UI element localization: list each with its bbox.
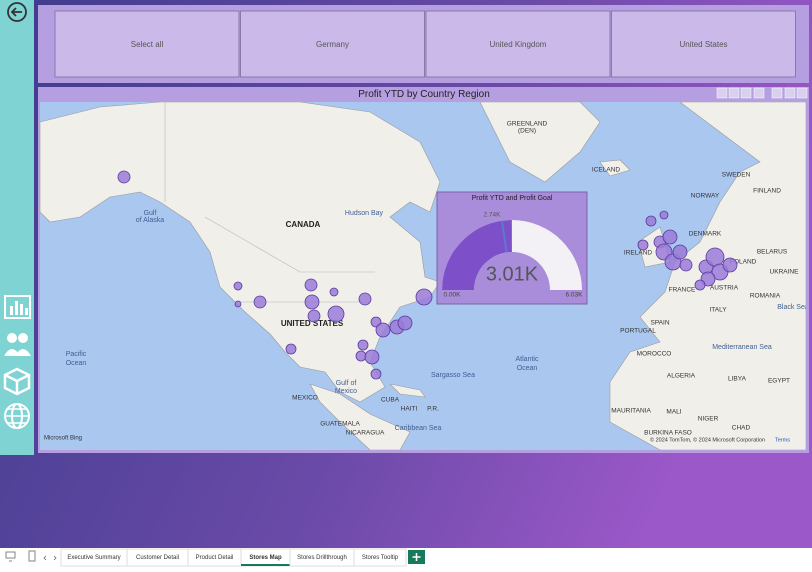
map-label: DENMARK bbox=[689, 231, 722, 238]
map-label: SPAIN bbox=[650, 320, 669, 327]
tab-label[interactable]: Executive Summary bbox=[67, 555, 120, 561]
tab-label[interactable]: Stores Map bbox=[249, 555, 282, 561]
map-label: MEXICO bbox=[292, 395, 318, 402]
map-label: of Alaska bbox=[136, 217, 165, 224]
map-label: Gulf bbox=[144, 210, 157, 217]
slicer-button[interactable] bbox=[425, 10, 611, 78]
map-label: ICELAND bbox=[592, 167, 620, 174]
map-label: EGYPT bbox=[768, 378, 790, 385]
map-label: P.R. bbox=[427, 406, 439, 413]
map-label: Mediterranean Sea bbox=[712, 344, 772, 351]
attribution: © 2024 TomTom, © 2024 Microsoft Corporat… bbox=[650, 436, 765, 443]
map-label: SWEDEN bbox=[722, 172, 751, 179]
map-label: Hudson Bay bbox=[345, 210, 384, 217]
tab[interactable] bbox=[353, 548, 407, 567]
map-label: BURKINA FASO bbox=[644, 430, 692, 437]
map-label: Caribbean Sea bbox=[395, 425, 442, 432]
slicer-label[interactable]: Select all bbox=[131, 40, 164, 49]
bing-logo: Microsoft Bing bbox=[44, 436, 82, 442]
map-label: MOROCCO bbox=[637, 351, 672, 358]
map-label: LIBYA bbox=[728, 376, 747, 383]
back-button[interactable] bbox=[7, 2, 27, 22]
visual-header-icons[interactable] bbox=[716, 87, 808, 99]
map-label: IRELAND bbox=[624, 250, 652, 257]
map-label: CHAD bbox=[732, 425, 751, 432]
add-page-button[interactable] bbox=[408, 550, 425, 564]
map-label: ITALY bbox=[709, 307, 727, 314]
tab-bar-icons[interactable] bbox=[5, 550, 57, 562]
slicer-label[interactable]: United Kingdom bbox=[490, 40, 547, 49]
gauge-value-arc bbox=[442, 220, 512, 290]
map-label: MALI bbox=[666, 409, 681, 416]
visual-title: Profit YTD by Country Region bbox=[358, 89, 490, 100]
map-label: GREENLAND bbox=[507, 121, 548, 128]
terms-link[interactable]: Terms bbox=[775, 437, 790, 443]
map-label: POLAND bbox=[730, 259, 757, 266]
map-label: ROMANIA bbox=[750, 293, 781, 300]
map-label: Atlantic bbox=[516, 356, 539, 363]
gauge-value-label: 3.01K bbox=[486, 263, 539, 285]
map-label: Gulf of bbox=[336, 380, 357, 387]
tab-label[interactable]: Stores Drillthrough bbox=[297, 555, 347, 561]
map-label: NORWAY bbox=[691, 193, 720, 200]
map-label: Mexico bbox=[335, 388, 357, 395]
map-label: CUBA bbox=[381, 397, 400, 404]
slicer-button[interactable] bbox=[611, 10, 796, 78]
tab-label[interactable]: Customer Detail bbox=[136, 555, 179, 561]
slicer-label[interactable]: Germany bbox=[316, 40, 349, 49]
tab-label[interactable]: Product Detail bbox=[196, 555, 234, 561]
map-label: Sargasso Sea bbox=[431, 372, 475, 379]
gauge-target bbox=[501, 220, 508, 253]
slicer-button[interactable] bbox=[54, 10, 240, 78]
gauge-title: Profit YTD and Profit Goal bbox=[472, 195, 553, 202]
map-label: FRANCE bbox=[669, 287, 696, 294]
map-label: Ocean bbox=[66, 360, 87, 367]
slicer-label[interactable]: United States bbox=[679, 40, 727, 49]
map-label: UKRAINE bbox=[770, 269, 800, 276]
map: GREENLAND(DEN) ICELAND SWEDEN FINLAND NORWAY… bbox=[40, 102, 809, 450]
map-label: BELARUS bbox=[757, 249, 788, 256]
map-label: Black Sea bbox=[777, 304, 809, 311]
map-label: AUSTRIA bbox=[710, 285, 739, 292]
nav-icons[interactable] bbox=[3, 295, 31, 429]
map-label: MAURITANIA bbox=[611, 408, 651, 415]
map-label: Ocean bbox=[517, 365, 538, 372]
map-label: ALGERIA bbox=[667, 373, 696, 380]
map-label: FINLAND bbox=[753, 188, 781, 195]
map-label: Pacific bbox=[66, 351, 87, 358]
map-label: HAITI bbox=[401, 406, 418, 413]
map-label: UNITED STATES bbox=[281, 319, 344, 328]
gauge-min-label: 0.00K bbox=[444, 292, 462, 299]
gauge-max-label: 6.03K bbox=[566, 292, 584, 299]
map-label: NICARAGUA bbox=[346, 430, 385, 437]
map-label: NIGER bbox=[698, 416, 719, 423]
map-label: PORTUGAL bbox=[620, 328, 656, 335]
store-bubbles bbox=[117, 170, 738, 380]
map-label: (DEN) bbox=[518, 128, 536, 135]
tab-label[interactable]: Stores Tooltip bbox=[362, 555, 399, 561]
map-label: CANADA bbox=[286, 220, 321, 229]
gauge-target-label: 2.74K bbox=[484, 211, 502, 218]
map-label: GUATEMALA bbox=[320, 421, 360, 428]
slicer-button[interactable] bbox=[240, 10, 425, 78]
